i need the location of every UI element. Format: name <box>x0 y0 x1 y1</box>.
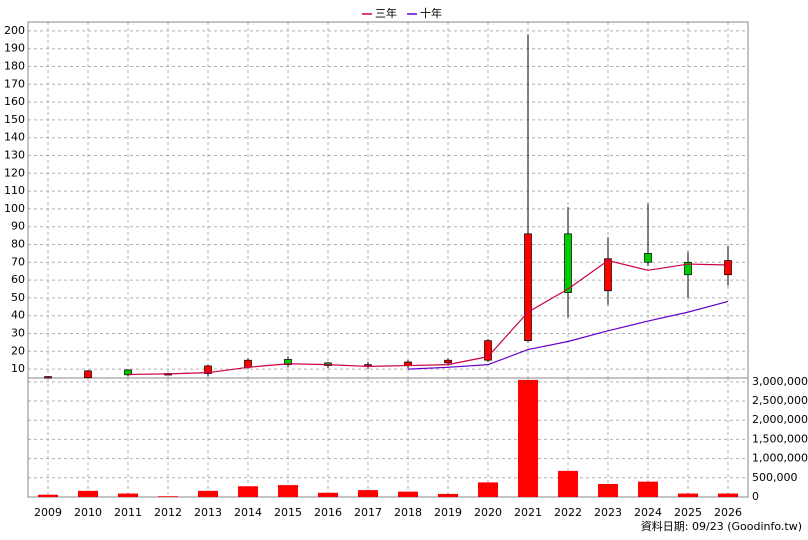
y-tick-label: 60 <box>11 273 25 286</box>
y-tick-label: 180 <box>4 60 25 73</box>
volume-bar <box>38 494 58 497</box>
volume-bar <box>198 490 218 497</box>
candle-body <box>564 233 572 293</box>
x-tick-label: 2020 <box>474 506 502 519</box>
volume-bar <box>678 493 698 497</box>
candle-body <box>204 365 212 374</box>
y-tick-label: 0 <box>752 490 759 503</box>
x-tick-label: 2022 <box>554 506 582 519</box>
y-tick-label: 190 <box>4 42 25 55</box>
x-tick-label: 2009 <box>34 506 62 519</box>
x-tick-label: 2015 <box>274 506 302 519</box>
volume-bar <box>358 490 378 497</box>
candle-body <box>284 358 292 365</box>
x-tick-label: 2026 <box>714 506 742 519</box>
x-tick-label: 2025 <box>674 506 702 519</box>
y-tick-label: 120 <box>4 166 25 179</box>
volume-bar <box>118 493 138 497</box>
volume-bar <box>638 481 658 497</box>
legend-label: 十年 <box>420 6 442 20</box>
y-tick-label: 170 <box>4 77 25 90</box>
y-tick-label: 110 <box>4 184 25 197</box>
y-tick-label: 80 <box>11 238 25 251</box>
y-tick-label: 3,000,000 <box>752 375 808 388</box>
volume-bar <box>78 490 98 497</box>
x-tick-label: 2014 <box>234 506 262 519</box>
y-tick-label: 500,000 <box>752 471 798 484</box>
y-tick-label: 40 <box>11 309 25 322</box>
x-tick-label: 2024 <box>634 506 662 519</box>
candle-body <box>84 370 92 378</box>
y-tick-label: 1,000,000 <box>752 452 808 465</box>
y-tick-label: 50 <box>11 291 25 304</box>
y-tick-label: 30 <box>11 327 25 340</box>
candle-body <box>644 253 652 263</box>
y-tick-label: 140 <box>4 131 25 144</box>
x-tick-label: 2011 <box>114 506 142 519</box>
footer: 資料日期: 09/23 (Goodinfo.tw) <box>641 519 802 533</box>
x-tick-label: 2019 <box>434 506 462 519</box>
x-tick-label: 2010 <box>74 506 102 519</box>
y-tick-label: 200 <box>4 24 25 37</box>
y-tick-label: 2,500,000 <box>752 394 808 407</box>
candle-body <box>244 359 252 368</box>
y-tick-label: 160 <box>4 95 25 108</box>
x-tick-label: 2013 <box>194 506 222 519</box>
x-tick-label: 2012 <box>154 506 182 519</box>
candle-body <box>684 261 692 276</box>
y-tick-label: 100 <box>4 202 25 215</box>
x-tick-label: 2016 <box>314 506 342 519</box>
volume-bar <box>478 482 498 497</box>
candle-body <box>604 258 612 292</box>
volume-bar <box>398 491 418 497</box>
x-tick-label: 2023 <box>594 506 622 519</box>
ma-line <box>407 300 729 370</box>
candle-body <box>44 376 52 379</box>
volume-bar <box>438 493 458 497</box>
y-tick-label: 20 <box>11 344 25 357</box>
volume-bar <box>518 379 538 497</box>
x-tick-label: 2018 <box>394 506 422 519</box>
volume-bar <box>238 486 258 497</box>
ma-line <box>127 259 729 376</box>
candle-body <box>524 233 532 341</box>
y-tick-label: 70 <box>11 255 25 268</box>
volume-bar <box>558 470 578 497</box>
y-tick-label: 130 <box>4 149 25 162</box>
x-tick-label: 2021 <box>514 506 542 519</box>
x-tick-label: 2017 <box>354 506 382 519</box>
volume-bar <box>278 485 298 497</box>
candle-body <box>124 369 132 376</box>
y-tick-label: 2,000,000 <box>752 413 808 426</box>
candle-body <box>724 260 732 276</box>
y-tick-label: 90 <box>11 220 25 233</box>
plot-frame <box>27 377 749 498</box>
volume-bar <box>318 492 338 497</box>
volume-bar <box>718 493 738 497</box>
y-tick-label: 150 <box>4 113 25 126</box>
volume-bar <box>598 483 618 497</box>
candle-body <box>444 359 452 364</box>
candle-body <box>484 340 492 361</box>
volume-bar <box>158 496 178 497</box>
y-tick-label: 1,500,000 <box>752 432 808 445</box>
legend-label: 三年 <box>375 6 397 20</box>
y-tick-label: 10 <box>11 362 25 375</box>
